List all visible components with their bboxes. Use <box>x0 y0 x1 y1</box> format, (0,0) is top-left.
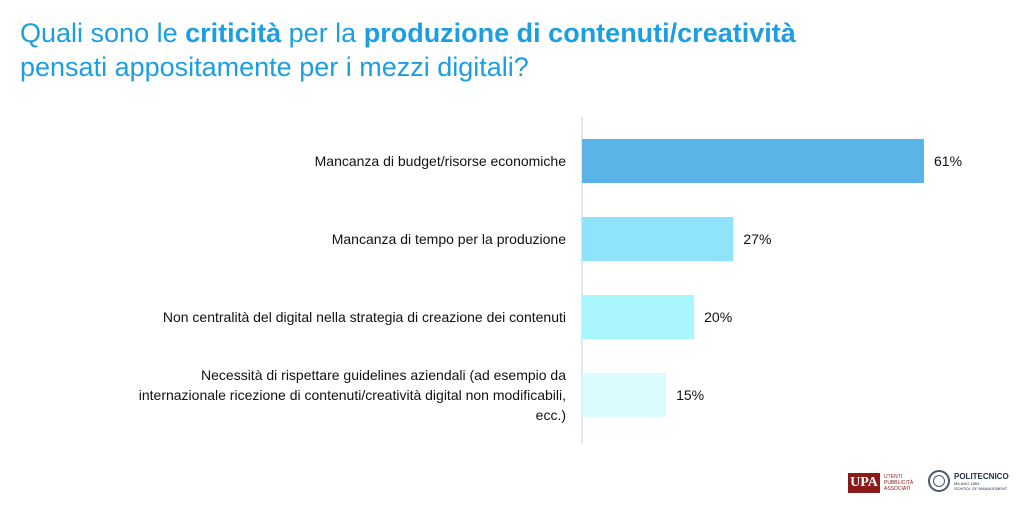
bar <box>582 373 667 417</box>
upa-logo-line: ASSOCIATI <box>884 486 911 492</box>
bar <box>582 295 695 339</box>
data-label: 15% <box>676 387 704 403</box>
polimi-logo-line: SCHOOL OF MANAGEMENT <box>954 485 1008 491</box>
polimi-logo-name: POLITECNICO <box>954 471 1009 481</box>
upa-logo-mark: UPA <box>848 473 880 493</box>
polimi-seal-icon <box>928 470 950 492</box>
polimi-logo: POLITECNICO MILANO 1863 SCHOOL OF MANAGE… <box>928 470 1009 492</box>
category-label: Non centralità del digital nella strateg… <box>163 309 566 325</box>
category-label: Necessità di rispettare guidelines azien… <box>201 367 566 383</box>
polimi-logo-line: MILANO 1863 <box>954 480 980 486</box>
upa-logo-line: PUBBLICITÀ <box>884 480 914 486</box>
chart-title: Quali sono le criticità per la produzion… <box>20 16 796 84</box>
category-label: Mancanza di tempo per la produzione <box>332 231 566 247</box>
title-text-1: Quali sono le <box>20 18 186 48</box>
data-label: 27% <box>743 231 771 247</box>
upa-logo: UPA UTENTI PUBBLICITÀ ASSOCIATI <box>848 473 924 493</box>
title-highlight-1: criticità <box>185 18 282 48</box>
title-text-2: per la <box>281 18 364 48</box>
data-label: 61% <box>934 153 962 169</box>
bar <box>582 139 924 183</box>
upa-logo-line: UTENTI <box>884 474 903 480</box>
category-label: Mancanza di budget/risorse economiche <box>315 153 567 169</box>
chart-title-line-2: pensati appositamente per i mezzi digita… <box>20 52 529 82</box>
upa-logo-subtitle: UTENTI PUBBLICITÀ ASSOCIATI <box>884 474 924 492</box>
data-label: 20% <box>704 309 732 325</box>
polimi-logo-text: POLITECNICO MILANO 1863 SCHOOL OF MANAGE… <box>954 472 1009 491</box>
chart-title-line-1: Quali sono le criticità per la produzion… <box>20 16 796 50</box>
title-highlight-2: produzione di contenuti/creatività <box>363 18 796 48</box>
bar <box>582 217 734 261</box>
category-label: internazionale ricezione di contenuti/cr… <box>139 387 566 403</box>
category-label: ecc.) <box>536 407 566 423</box>
